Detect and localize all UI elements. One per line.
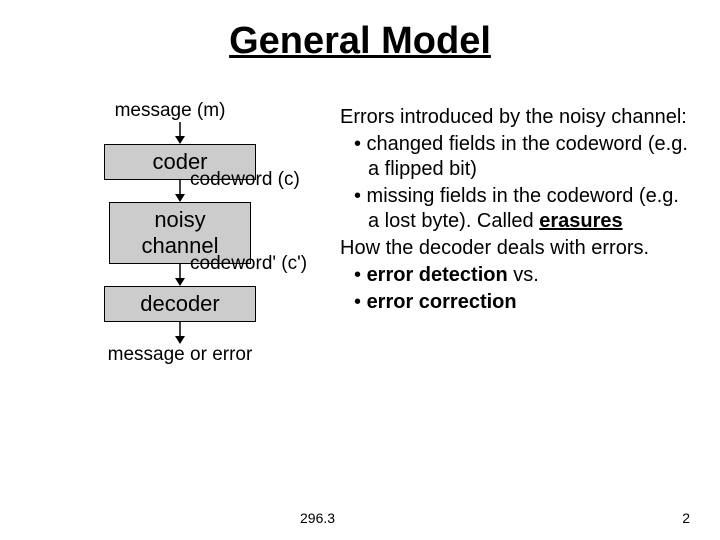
body-bullet-3-bold: error detection [367, 264, 508, 286]
body-p2: How the decoder deals with errors. [340, 236, 695, 261]
slide: General Model message (m) coder codeword… [0, 0, 720, 540]
footer-course-number: 296.3 [300, 510, 335, 526]
body-bullet-4-pre: • [354, 291, 367, 313]
body-bullet-3-post: vs. [508, 264, 539, 286]
body-p1-text: Errors introduced by the noisy channel: [340, 106, 687, 128]
slide-title: General Model [0, 20, 720, 63]
flow-diagram: message (m) coder codeword (c) noisy cha… [40, 100, 320, 366]
body-bullet-4-bold: error correction [367, 291, 517, 313]
arrow-down-icon [170, 322, 190, 344]
footer-page-number: 2 [682, 510, 690, 526]
body-p1: Errors introduced by the noisy channel: [340, 105, 695, 130]
body-bullet-3-pre: • [354, 264, 367, 286]
arrow-down-icon [170, 180, 190, 202]
arrow-down-icon [170, 122, 190, 144]
body-bullet-4: • error correction [340, 290, 695, 315]
label-message-or-error: message or error [40, 344, 320, 366]
body-bullet-2-pre: • missing fields in the codeword (e.g. a… [354, 185, 679, 232]
arrow-3: codeword' (c') [40, 264, 320, 286]
arrow-down-icon [170, 264, 190, 286]
body-bullet-1: • changed fields in the codeword (e.g. a… [340, 132, 695, 182]
body-bullet-2-u: erasures [539, 210, 622, 232]
body-bullet-2: • missing fields in the codeword (e.g. a… [340, 184, 695, 234]
arrow-2: codeword (c) [40, 180, 320, 202]
arrow-1 [40, 122, 320, 144]
label-message-m: message (m) [20, 100, 320, 122]
arrow-4 [40, 322, 320, 344]
box-decoder: decoder [104, 286, 256, 322]
body-text: Errors introduced by the noisy channel: … [340, 105, 695, 317]
body-bullet-3: • error detection vs. [340, 263, 695, 288]
